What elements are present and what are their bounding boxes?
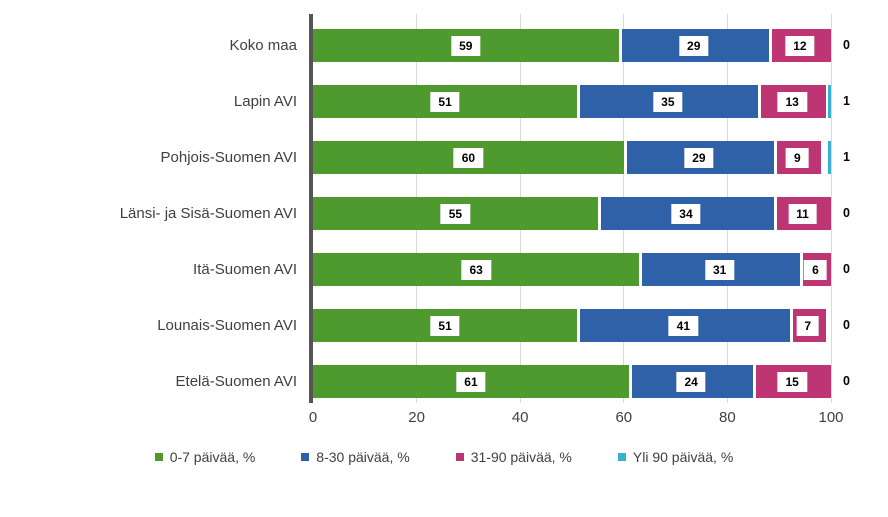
category-label: Pohjois-Suomen AVI [160, 149, 297, 166]
bar-segment-sliver [828, 85, 831, 118]
data-label: 12 [785, 35, 815, 56]
legend-item: 0-7 päivää, % [154, 449, 256, 465]
data-label: 6 [804, 259, 827, 280]
data-label: 60 [453, 147, 484, 168]
outside-data-label: 1 [843, 94, 850, 108]
category-label: Lapin AVI [233, 93, 297, 110]
x-tick-label-80: 80 [719, 409, 736, 426]
legend-label: Yli 90 päivää, % [632, 449, 734, 465]
data-label: 24 [676, 371, 706, 392]
legend-label: 8-30 päivää, % [316, 449, 410, 465]
plot-area: 0 20 40 60 80 100 59 29 12 0 51 35 13 1 60 29 9 1 55 34 11 0 6… [309, 14, 850, 426]
legend-item: Yli 90 päivää, % [617, 449, 734, 465]
gridline-x-100 [830, 14, 832, 403]
data-label: 51 [430, 91, 460, 112]
outside-data-label: 0 [843, 374, 850, 388]
outside-data-label: 0 [843, 318, 850, 332]
data-label: 35 [653, 91, 683, 112]
data-label: 13 [777, 91, 807, 112]
legend-item: 8-30 päivää, % [301, 449, 410, 465]
data-label: 34 [671, 203, 701, 224]
legend-swatch-icon [301, 453, 310, 461]
x-tick-label-60: 60 [615, 409, 633, 426]
data-label: 61 [456, 371, 486, 392]
x-tick-label-0: 0 [308, 409, 318, 426]
data-label: 11 [788, 203, 817, 224]
bar-segment-sliver [828, 141, 831, 174]
category-label: Länsi- ja Sisä-Suomen AVI [119, 205, 297, 222]
data-label: 15 [777, 371, 807, 392]
outside-data-label: 0 [843, 262, 850, 276]
data-label: 31 [704, 259, 735, 280]
outside-data-label: 0 [843, 206, 850, 220]
legend-swatch-icon [154, 453, 163, 461]
data-label: 9 [785, 147, 809, 168]
category-label: Lounais-Suomen AVI [157, 317, 297, 334]
data-label: 41 [668, 315, 699, 336]
x-tick-label-100: 100 [818, 409, 844, 426]
legend-item: 31-90 päivää, % [455, 449, 572, 465]
legend-swatch-icon [617, 453, 626, 461]
x-tick-label-40: 40 [511, 409, 529, 426]
data-label: 55 [440, 203, 471, 224]
data-label: 63 [461, 259, 491, 280]
y-axis-line [309, 14, 313, 403]
data-label: 59 [451, 35, 481, 56]
category-label: Itä-Suomen AVI [193, 261, 297, 278]
outside-data-label: 1 [843, 150, 850, 164]
x-tick-label-20: 20 [408, 409, 425, 426]
category-label: Koko maa [229, 37, 297, 54]
data-label: 51 [430, 315, 460, 336]
chart-legend: 0-7 päivää, % 8-30 päivää, % 31-90 päivää,… [0, 449, 888, 465]
outside-data-label: 0 [843, 38, 850, 52]
data-label: 29 [684, 147, 714, 168]
category-label: Etelä-Suomen AVI [175, 373, 297, 390]
data-label: 29 [679, 35, 709, 56]
legend-label: 31-90 päivää, % [470, 449, 572, 465]
legend-label: 0-7 päivää, % [169, 449, 256, 465]
data-label: 7 [796, 315, 820, 336]
legend-swatch-icon [455, 453, 464, 461]
